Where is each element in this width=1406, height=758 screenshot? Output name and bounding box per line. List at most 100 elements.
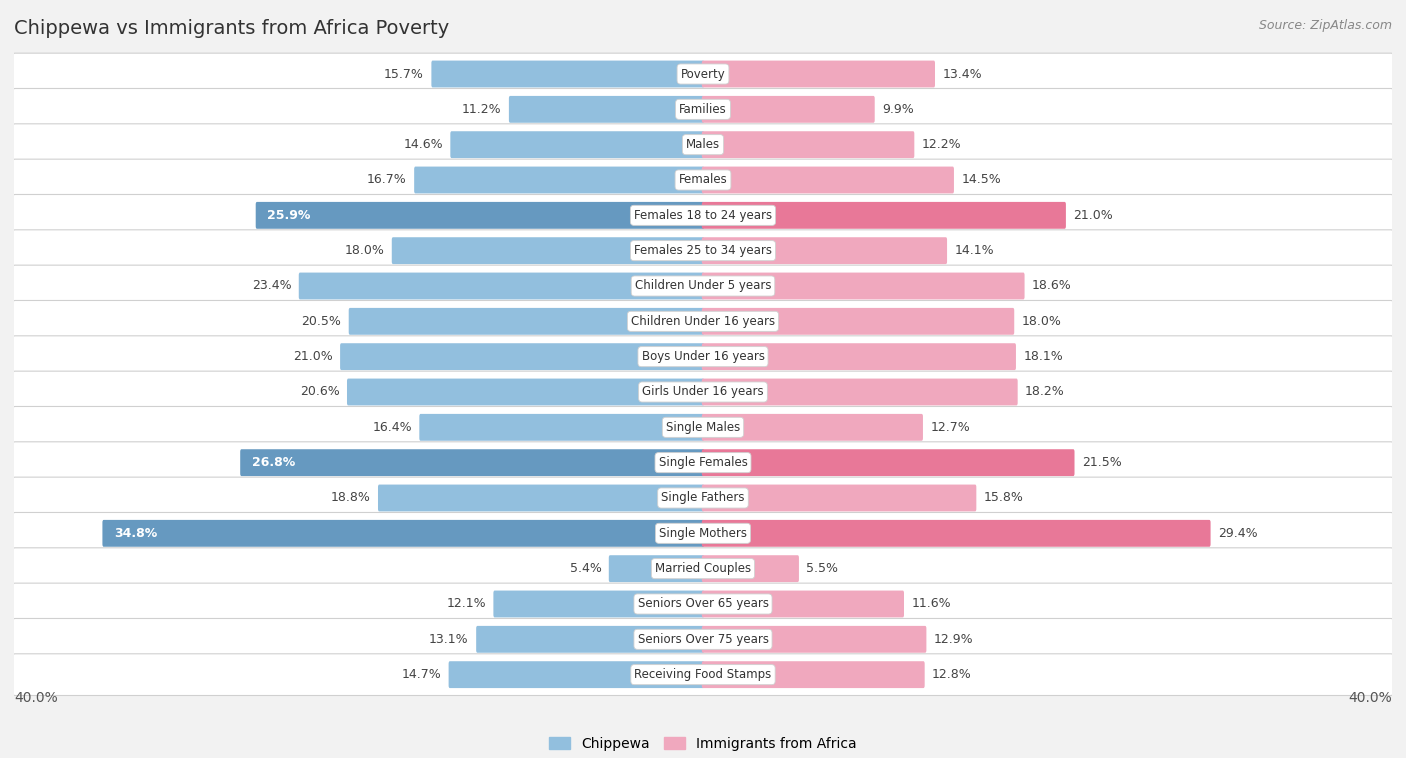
FancyBboxPatch shape — [13, 406, 1393, 448]
Text: Poverty: Poverty — [681, 67, 725, 80]
FancyBboxPatch shape — [13, 300, 1393, 342]
Legend: Chippewa, Immigrants from Africa: Chippewa, Immigrants from Africa — [544, 731, 862, 756]
FancyBboxPatch shape — [702, 590, 904, 618]
FancyBboxPatch shape — [702, 273, 1025, 299]
Text: 18.6%: 18.6% — [1032, 280, 1071, 293]
Text: 18.2%: 18.2% — [1025, 386, 1064, 399]
FancyBboxPatch shape — [449, 661, 704, 688]
Text: 11.2%: 11.2% — [461, 103, 502, 116]
FancyBboxPatch shape — [13, 124, 1393, 165]
FancyBboxPatch shape — [609, 555, 704, 582]
FancyBboxPatch shape — [240, 449, 704, 476]
Text: Females 18 to 24 years: Females 18 to 24 years — [634, 209, 772, 222]
Text: Children Under 16 years: Children Under 16 years — [631, 315, 775, 327]
FancyBboxPatch shape — [256, 202, 704, 229]
Text: Seniors Over 65 years: Seniors Over 65 years — [637, 597, 769, 610]
FancyBboxPatch shape — [13, 230, 1393, 271]
FancyBboxPatch shape — [13, 265, 1393, 307]
FancyBboxPatch shape — [13, 512, 1393, 554]
Text: Married Couples: Married Couples — [655, 562, 751, 575]
Text: Single Mothers: Single Mothers — [659, 527, 747, 540]
Text: 21.0%: 21.0% — [292, 350, 333, 363]
FancyBboxPatch shape — [378, 484, 704, 512]
FancyBboxPatch shape — [13, 442, 1393, 484]
Text: 23.4%: 23.4% — [252, 280, 291, 293]
Text: 9.9%: 9.9% — [882, 103, 914, 116]
Text: 14.7%: 14.7% — [402, 668, 441, 681]
Text: 16.4%: 16.4% — [373, 421, 412, 434]
Text: 5.5%: 5.5% — [807, 562, 838, 575]
Text: 15.7%: 15.7% — [384, 67, 425, 80]
FancyBboxPatch shape — [702, 308, 1014, 335]
FancyBboxPatch shape — [494, 590, 704, 618]
FancyBboxPatch shape — [392, 237, 704, 264]
Text: 14.1%: 14.1% — [955, 244, 994, 257]
Text: 21.5%: 21.5% — [1083, 456, 1122, 469]
Text: Seniors Over 75 years: Seniors Over 75 years — [637, 633, 769, 646]
FancyBboxPatch shape — [702, 237, 948, 264]
Text: 13.4%: 13.4% — [942, 67, 981, 80]
FancyBboxPatch shape — [298, 273, 704, 299]
Text: Females: Females — [679, 174, 727, 186]
FancyBboxPatch shape — [415, 167, 704, 193]
Text: 34.8%: 34.8% — [114, 527, 157, 540]
FancyBboxPatch shape — [13, 159, 1393, 201]
Text: 20.5%: 20.5% — [301, 315, 342, 327]
FancyBboxPatch shape — [702, 167, 953, 193]
Text: 13.1%: 13.1% — [429, 633, 468, 646]
FancyBboxPatch shape — [702, 661, 925, 688]
FancyBboxPatch shape — [477, 626, 704, 653]
Text: 5.4%: 5.4% — [569, 562, 602, 575]
Text: Single Females: Single Females — [658, 456, 748, 469]
Text: 40.0%: 40.0% — [1348, 691, 1392, 705]
Text: Females 25 to 34 years: Females 25 to 34 years — [634, 244, 772, 257]
Text: 12.7%: 12.7% — [931, 421, 970, 434]
Text: 20.6%: 20.6% — [299, 386, 340, 399]
Text: Single Males: Single Males — [666, 421, 740, 434]
Text: 12.8%: 12.8% — [932, 668, 972, 681]
FancyBboxPatch shape — [702, 626, 927, 653]
FancyBboxPatch shape — [13, 619, 1393, 660]
Text: Boys Under 16 years: Boys Under 16 years — [641, 350, 765, 363]
FancyBboxPatch shape — [13, 371, 1393, 413]
FancyBboxPatch shape — [13, 654, 1393, 696]
FancyBboxPatch shape — [13, 548, 1393, 590]
Text: Children Under 5 years: Children Under 5 years — [634, 280, 772, 293]
Text: 15.8%: 15.8% — [984, 491, 1024, 505]
FancyBboxPatch shape — [13, 336, 1393, 377]
Text: Chippewa vs Immigrants from Africa Poverty: Chippewa vs Immigrants from Africa Pover… — [14, 19, 450, 38]
FancyBboxPatch shape — [702, 61, 935, 87]
FancyBboxPatch shape — [340, 343, 704, 370]
FancyBboxPatch shape — [509, 96, 704, 123]
FancyBboxPatch shape — [702, 202, 1066, 229]
Text: 18.0%: 18.0% — [1022, 315, 1062, 327]
Text: 29.4%: 29.4% — [1218, 527, 1257, 540]
Text: 18.1%: 18.1% — [1024, 350, 1063, 363]
Text: Single Fathers: Single Fathers — [661, 491, 745, 505]
Text: 26.8%: 26.8% — [252, 456, 295, 469]
FancyBboxPatch shape — [419, 414, 704, 440]
FancyBboxPatch shape — [702, 343, 1017, 370]
FancyBboxPatch shape — [349, 308, 704, 335]
FancyBboxPatch shape — [702, 131, 914, 158]
FancyBboxPatch shape — [13, 195, 1393, 236]
Text: Source: ZipAtlas.com: Source: ZipAtlas.com — [1258, 19, 1392, 32]
Text: 11.6%: 11.6% — [911, 597, 950, 610]
FancyBboxPatch shape — [702, 96, 875, 123]
Text: 25.9%: 25.9% — [267, 209, 311, 222]
FancyBboxPatch shape — [450, 131, 704, 158]
FancyBboxPatch shape — [13, 583, 1393, 625]
FancyBboxPatch shape — [702, 555, 799, 582]
FancyBboxPatch shape — [13, 53, 1393, 95]
Text: Families: Families — [679, 103, 727, 116]
FancyBboxPatch shape — [13, 89, 1393, 130]
FancyBboxPatch shape — [347, 378, 704, 406]
FancyBboxPatch shape — [702, 414, 922, 440]
FancyBboxPatch shape — [702, 449, 1074, 476]
Text: 40.0%: 40.0% — [14, 691, 58, 705]
Text: Receiving Food Stamps: Receiving Food Stamps — [634, 668, 772, 681]
FancyBboxPatch shape — [13, 477, 1393, 518]
Text: 14.5%: 14.5% — [962, 174, 1001, 186]
Text: 12.2%: 12.2% — [922, 138, 962, 151]
FancyBboxPatch shape — [702, 520, 1211, 547]
